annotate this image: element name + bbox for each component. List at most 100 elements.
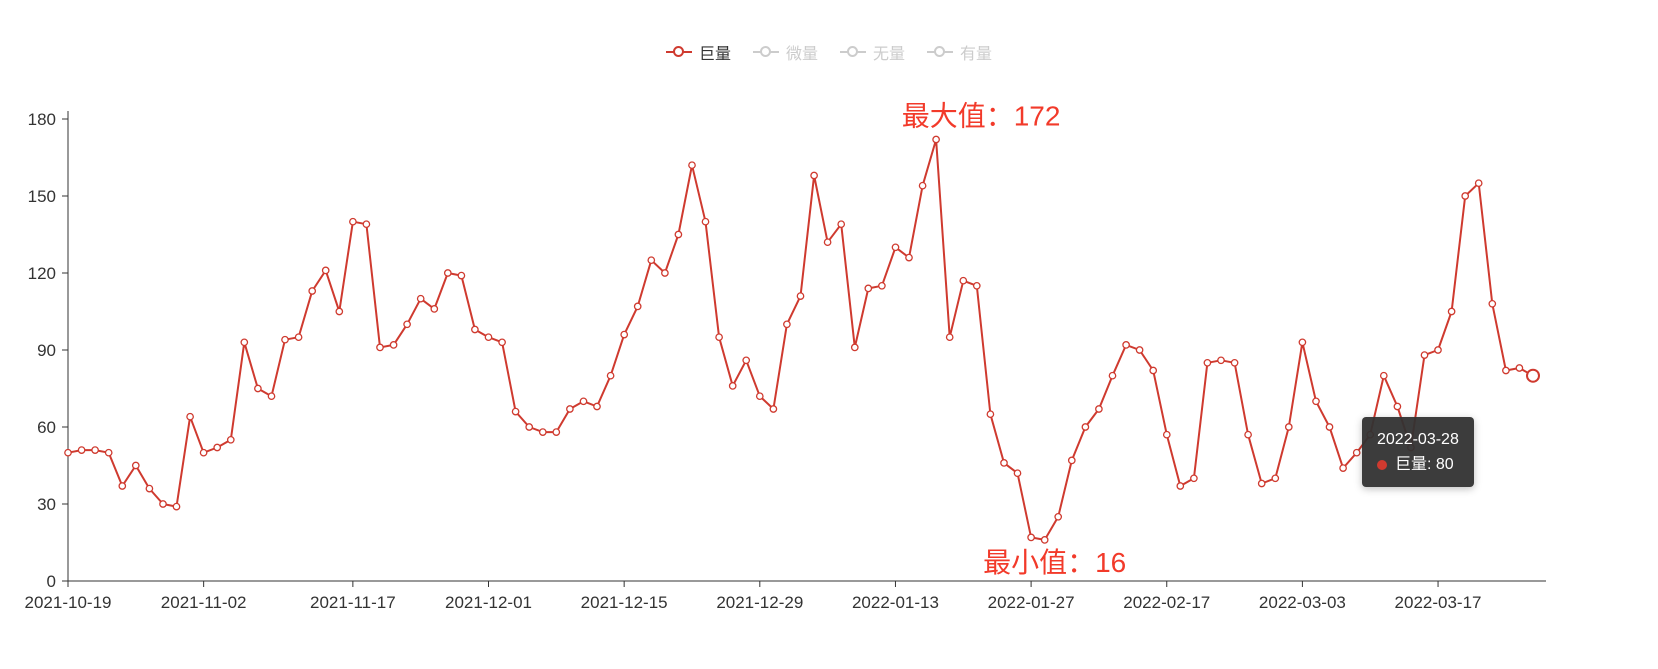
data-point[interactable] — [1095, 405, 1103, 413]
data-point[interactable] — [64, 448, 72, 457]
data-point[interactable] — [538, 428, 547, 436]
data-point[interactable] — [159, 500, 167, 508]
data-point[interactable] — [593, 402, 601, 411]
data-point[interactable] — [443, 269, 452, 277]
data-point[interactable] — [823, 238, 832, 247]
data-point[interactable] — [1230, 358, 1239, 367]
data-point[interactable] — [1217, 356, 1225, 365]
data-point[interactable] — [498, 338, 506, 347]
data-point[interactable] — [959, 276, 968, 285]
data-point[interactable] — [972, 281, 981, 290]
data-point[interactable] — [769, 405, 778, 413]
data-point[interactable] — [1190, 474, 1198, 483]
data-point[interactable] — [850, 343, 859, 352]
data-point[interactable] — [1515, 364, 1524, 372]
data-point[interactable] — [294, 333, 303, 342]
data-point[interactable] — [1067, 456, 1076, 465]
data-point[interactable] — [606, 371, 615, 380]
data-point[interactable] — [661, 269, 669, 277]
data-point[interactable] — [566, 405, 574, 413]
data-point[interactable] — [1122, 341, 1130, 349]
data-point[interactable] — [77, 446, 86, 454]
data-point[interactable] — [1108, 371, 1117, 380]
data-point[interactable] — [1054, 512, 1063, 521]
data-point[interactable] — [213, 443, 222, 452]
data-point[interactable] — [376, 343, 384, 352]
data-point[interactable] — [511, 407, 520, 416]
data-point[interactable] — [796, 292, 805, 300]
data-point[interactable] — [1502, 366, 1510, 375]
data-point[interactable] — [308, 287, 317, 295]
data-point[interactable] — [199, 448, 208, 457]
data-point[interactable] — [864, 284, 873, 293]
legend-item[interactable]: 巨量 — [665, 40, 731, 64]
data-point[interactable] — [321, 266, 330, 275]
data-point[interactable] — [647, 256, 656, 265]
data-point[interactable] — [1434, 346, 1442, 354]
data-point[interactable] — [362, 220, 371, 229]
data-point[interactable] — [1149, 366, 1158, 375]
data-point[interactable] — [674, 230, 683, 239]
data-point[interactable] — [878, 281, 886, 290]
data-point[interactable] — [837, 220, 846, 229]
data-point[interactable] — [281, 335, 289, 344]
data-point[interactable] — [1393, 402, 1402, 411]
data-point[interactable] — [633, 302, 642, 311]
data-point[interactable] — [484, 333, 493, 342]
data-point[interactable] — [1461, 192, 1470, 200]
data-point[interactable] — [1420, 351, 1429, 359]
data-point[interactable] — [430, 305, 439, 313]
highlighted-data-point[interactable] — [1526, 368, 1540, 383]
data-point[interactable] — [403, 320, 411, 329]
data-point[interactable] — [891, 243, 900, 252]
data-point[interactable] — [932, 135, 940, 144]
data-point[interactable] — [1013, 469, 1022, 478]
data-point[interactable] — [1352, 448, 1361, 457]
data-point[interactable] — [1271, 474, 1280, 483]
data-point[interactable] — [1257, 479, 1266, 488]
data-point[interactable] — [457, 271, 466, 280]
legend-item[interactable]: 有量 — [927, 40, 992, 64]
data-point[interactable] — [416, 294, 425, 303]
data-point[interactable] — [579, 397, 588, 406]
data-point[interactable] — [1366, 430, 1375, 439]
data-point[interactable] — [1488, 299, 1497, 308]
data-point[interactable] — [525, 423, 534, 431]
data-point[interactable] — [1447, 307, 1456, 316]
data-point[interactable] — [1027, 533, 1035, 542]
data-point[interactable] — [945, 333, 954, 342]
data-point[interactable] — [349, 217, 357, 226]
data-point[interactable] — [742, 356, 751, 365]
data-point[interactable] — [254, 384, 262, 393]
data-point[interactable] — [620, 330, 629, 339]
data-point[interactable] — [186, 412, 194, 421]
data-point[interactable] — [1407, 443, 1415, 452]
data-point[interactable] — [226, 435, 235, 444]
data-point[interactable] — [1081, 423, 1090, 431]
data-point[interactable] — [552, 428, 561, 436]
data-point[interactable] — [118, 482, 127, 490]
data-point[interactable] — [145, 484, 154, 493]
data-point[interactable] — [1176, 482, 1185, 490]
data-point[interactable] — [389, 341, 398, 349]
data-point[interactable] — [810, 171, 818, 180]
data-point[interactable] — [1284, 423, 1293, 431]
data-point[interactable] — [1312, 397, 1320, 406]
data-point[interactable] — [918, 181, 927, 190]
data-point[interactable] — [240, 338, 249, 347]
data-point[interactable] — [471, 325, 479, 334]
data-point[interactable] — [1298, 338, 1307, 347]
data-point[interactable] — [1379, 371, 1388, 380]
data-point[interactable] — [1325, 423, 1334, 431]
data-point[interactable] — [172, 502, 181, 511]
data-point[interactable] — [728, 382, 737, 390]
data-point[interactable] — [1040, 536, 1049, 544]
data-point[interactable] — [688, 161, 696, 170]
data-point[interactable] — [986, 410, 995, 419]
data-point[interactable] — [701, 217, 710, 226]
data-point[interactable] — [1474, 179, 1483, 188]
data-point[interactable] — [1135, 346, 1144, 354]
data-point[interactable] — [1000, 459, 1008, 467]
data-point[interactable] — [91, 446, 99, 454]
legend-item[interactable]: 微量 — [752, 40, 818, 64]
